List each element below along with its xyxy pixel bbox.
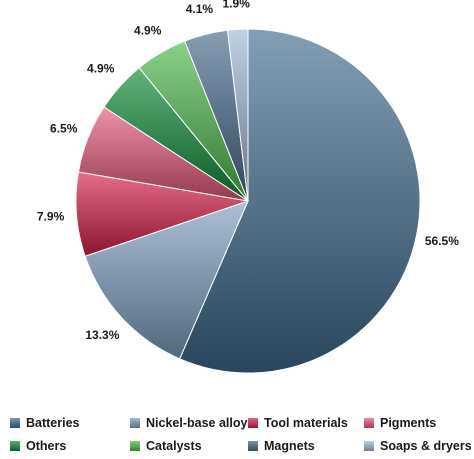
legend-label: Batteries [26, 416, 80, 430]
legend-item-catalysts: Catalysts [130, 437, 202, 455]
legend-item-pigments: Pigments [364, 414, 436, 432]
legend-swatch [10, 418, 20, 428]
legend-swatch [248, 418, 258, 428]
legend-swatch [130, 418, 140, 428]
pie-label-tool-materials: 7.9% [37, 210, 65, 224]
legend-label: Others [26, 439, 67, 453]
legend-swatch [248, 441, 258, 451]
legend-item-batteries: Batteries [10, 414, 80, 432]
legend-label: Pigments [380, 416, 437, 430]
legend-swatch [130, 441, 140, 451]
pie-label-pigments: 6.5% [50, 122, 78, 136]
legend-item-others: Others [10, 437, 66, 455]
legend-item-tool-materials: Tool materials [248, 414, 348, 432]
legend-item-magnets: Magnets [248, 437, 315, 455]
legend-label: Nickel-base alloys [146, 416, 255, 430]
legend-label: Tool materials [264, 416, 348, 430]
pie-label-magnets: 4.1% [186, 2, 214, 16]
legend-label: Catalysts [146, 439, 202, 453]
legend-label: Magnets [264, 439, 315, 453]
pie-slice-soaps-dryers [226, 28, 249, 202]
legend-swatch [364, 441, 374, 451]
legend: Batteries Nickel-base alloys Tool material… [0, 410, 474, 458]
pie-label-batteries: 56.5% [425, 234, 459, 248]
legend-item-soaps-dryers: Soaps & dryers [364, 437, 472, 455]
legend-swatch [10, 441, 20, 451]
legend-label: Soaps & dryers [380, 439, 472, 453]
pie-slices [75, 28, 421, 374]
pie-label-catalysts: 4.9% [134, 23, 162, 37]
pie-label-nickel-base-alloys: 13.3% [85, 328, 119, 342]
legend-item-nickel-base-alloys: Nickel-base alloys [130, 414, 254, 432]
pie-slice-batteries [179, 28, 421, 374]
pie-slice-nickel-base-alloys [84, 200, 249, 360]
legend-swatch [364, 418, 374, 428]
pie-labels: 56.5% 13.3% 7.9% 6.5% 4.9% 4.9% 4.1% 1.9% [37, 0, 459, 342]
pie-label-soaps-dryers: 1.9% [223, 0, 251, 10]
pie-label-others: 4.9% [87, 62, 115, 76]
